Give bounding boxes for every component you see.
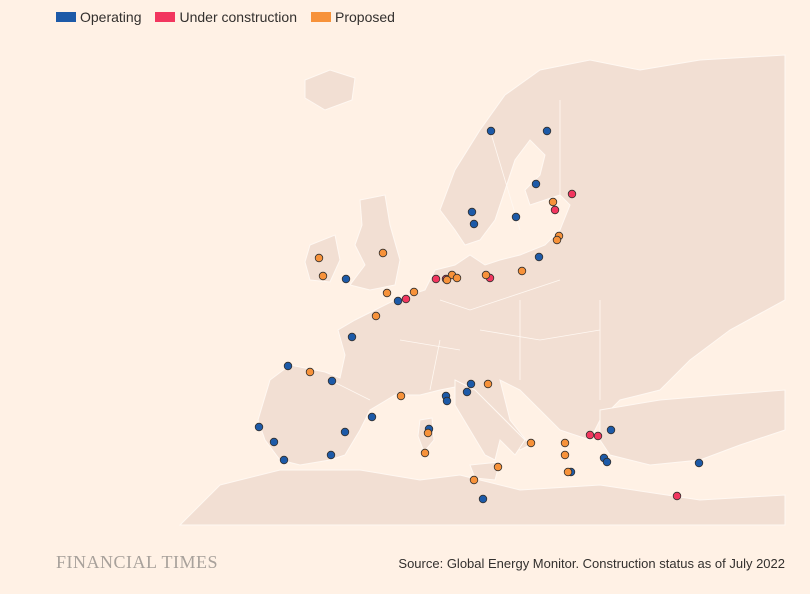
terminal-marker — [585, 430, 595, 440]
legend-swatch — [155, 12, 176, 22]
terminal-marker — [483, 379, 493, 389]
terminal-marker — [467, 207, 477, 217]
legend-item: Proposed — [311, 9, 395, 25]
terminal-marker — [396, 391, 406, 401]
terminal-marker — [318, 271, 328, 281]
terminal-marker — [469, 475, 479, 485]
terminal-marker — [409, 287, 419, 297]
terminal-marker — [672, 491, 682, 501]
terminal-marker — [481, 270, 491, 280]
terminal-marker — [560, 450, 570, 460]
terminal-marker — [466, 379, 476, 389]
terminal-marker — [493, 462, 503, 472]
terminal-marker — [341, 274, 351, 284]
legend-label: Operating — [80, 9, 142, 25]
legend-item: Under construction — [155, 9, 297, 25]
terminal-marker — [534, 252, 544, 262]
terminal-marker — [442, 396, 452, 406]
legend-label: Under construction — [179, 9, 297, 25]
terminal-marker — [347, 332, 357, 342]
terminal-marker — [340, 427, 350, 437]
terminal-marker — [593, 431, 603, 441]
terminal-marker — [462, 387, 472, 397]
terminal-marker — [305, 367, 315, 377]
terminal-marker — [531, 179, 541, 189]
terminal-marker — [254, 422, 264, 432]
terminal-marker — [694, 458, 704, 468]
terminal-marker — [442, 275, 452, 285]
terminal-marker — [314, 253, 324, 263]
terminal-marker — [511, 212, 521, 222]
terminal-marker — [552, 235, 562, 245]
terminal-marker — [382, 288, 392, 298]
terminal-marker — [401, 294, 411, 304]
terminal-marker — [606, 425, 616, 435]
terminal-marker — [550, 205, 560, 215]
terminal-marker — [326, 450, 336, 460]
legend-swatch — [56, 12, 76, 22]
terminal-marker — [542, 126, 552, 136]
terminal-marker — [560, 438, 570, 448]
terminal-marker — [486, 126, 496, 136]
terminal-marker — [526, 438, 536, 448]
terminal-marker — [567, 189, 577, 199]
map — [178, 54, 786, 526]
markers — [254, 126, 704, 504]
logo: FINANCIAL TIMES — [56, 552, 219, 572]
terminal-marker — [279, 455, 289, 465]
terminal-marker — [327, 376, 337, 386]
landmass — [178, 54, 786, 526]
legend-label: Proposed — [335, 9, 395, 25]
terminal-marker — [393, 296, 403, 306]
terminal-marker — [367, 412, 377, 422]
terminal-marker — [563, 467, 573, 477]
terminal-marker — [431, 274, 441, 284]
terminal-marker — [517, 266, 527, 276]
terminal-marker — [420, 448, 430, 458]
terminal-marker — [452, 273, 462, 283]
terminal-marker — [371, 311, 381, 321]
terminal-marker — [478, 494, 488, 504]
terminal-marker — [469, 219, 479, 229]
terminal-marker — [269, 437, 279, 447]
terminal-marker — [548, 197, 558, 207]
terminal-marker — [378, 248, 388, 258]
legend: Operating Under construction Proposed — [56, 9, 395, 25]
source-note: Source: Global Energy Monitor. Construct… — [398, 556, 785, 571]
terminal-marker — [602, 457, 612, 467]
terminal-marker — [283, 361, 293, 371]
legend-item: Operating — [56, 9, 141, 25]
legend-swatch — [311, 12, 331, 22]
terminal-marker — [423, 428, 433, 438]
